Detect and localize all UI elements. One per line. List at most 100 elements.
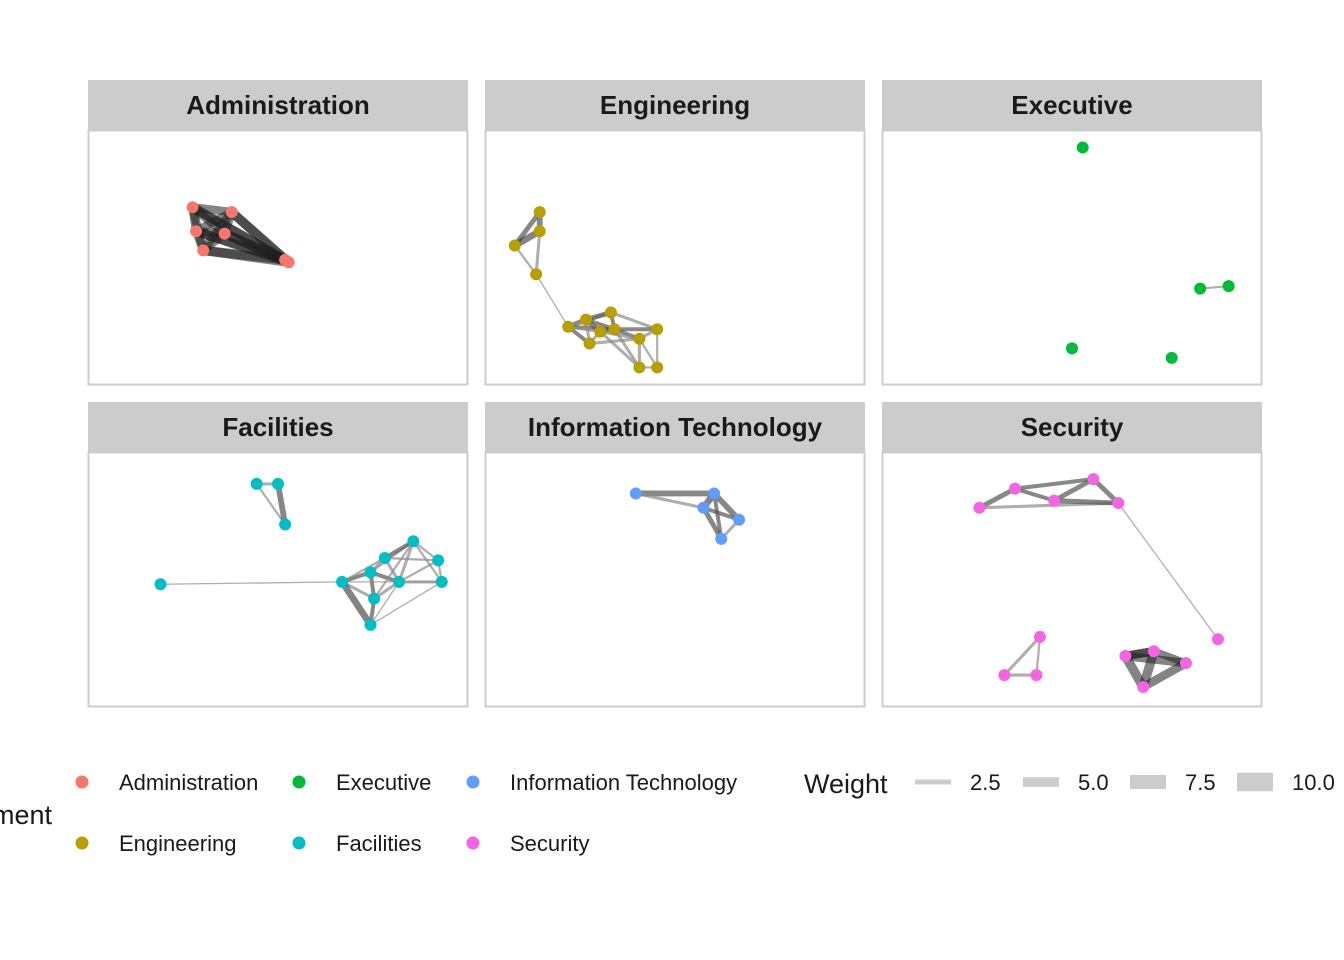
legend-item-executive: Executive [292,770,431,795]
network-node [393,575,406,588]
network-edge [598,330,641,341]
network-edge [369,581,443,626]
network-node [633,332,646,345]
network-node [154,578,167,591]
nodes-information-technology [629,487,746,545]
network-node [1211,633,1224,646]
network-edge [198,245,294,267]
network-node [533,225,546,238]
weight-legend-title: Weight [804,769,888,799]
network-edge [1002,635,1042,677]
network-edge [1035,635,1042,677]
legend-label: Information Technology [510,770,737,795]
network-edge [535,273,569,328]
network-node [697,501,710,514]
panel-border [881,129,1263,386]
network-edge [397,559,440,583]
network-node [1165,351,1178,364]
network-edge [340,556,386,583]
network-node [190,225,203,238]
network-node [1087,473,1100,486]
network-node [580,313,592,326]
network-node [368,592,381,605]
panel-title: Information Technology [528,412,823,442]
legend-key-dot [466,775,480,789]
network-edge [397,539,415,584]
strip-background [485,402,865,452]
network-edge [534,229,542,276]
weight-label: 2.5 [970,770,1001,795]
legend-key-dot [75,775,89,789]
panel-title: Engineering [600,90,750,120]
network-node [608,323,621,336]
network-node [1030,669,1043,682]
strip-background [882,80,1262,130]
network-node [1033,630,1046,643]
panel-title: Facilities [222,412,333,442]
legend-label: Executive [336,770,431,795]
network-node [533,206,546,219]
network-node [508,239,521,252]
network-node [562,320,575,333]
network-edge [383,556,440,562]
legend-label: Administration [119,770,258,795]
strip-background [88,402,468,452]
legend-key-dot [292,836,306,850]
network-node [435,575,448,588]
network-node [1009,482,1022,495]
legend-item-administration: Administration [75,770,258,795]
legend-item-facilities: Facilities [292,831,422,856]
network-node [336,575,349,588]
network-edge [598,330,641,369]
legend-item-information-technology: Information Technology [466,770,737,795]
network-edge [701,505,742,522]
network-node [364,618,377,631]
network-node [279,518,292,531]
nodes-facilities [154,477,448,631]
legend-item-security: Security [466,831,589,856]
network-node [1147,645,1160,658]
weight-legend-item: 10.0 [1237,770,1335,795]
color-legend-items: Administration Engineering Executive Facili… [75,770,737,856]
network-node [651,361,664,374]
network-edge [159,581,343,585]
network-edge [712,491,724,541]
network-edge [711,490,742,523]
network-node [250,477,263,490]
network-edge [412,540,443,583]
legend-item-engineering: Engineering [75,831,236,856]
legend-key-dot [292,775,306,789]
network-node [1112,497,1125,510]
network-node [218,227,231,240]
network-node [197,244,210,257]
network-node [530,268,543,281]
network-edge [1138,658,1191,692]
network-edge [609,310,659,331]
legend-key-dot [75,836,89,850]
panel-facilities: Facilities [87,402,469,708]
network-node [225,206,238,219]
network-node [583,337,596,350]
network-node [604,306,617,319]
network-node [272,477,284,490]
weight-legend-items: 2.5 5.0 7.5 10.0 [915,770,1335,795]
network-node [651,323,664,336]
panel-title: Executive [1011,90,1132,120]
nodes-engineering [508,206,664,374]
panel-engineering: Engineering [484,80,866,386]
edges-administration [187,202,294,267]
network-node [629,487,642,500]
network-node [1222,280,1235,293]
panels-layer: Administration Engineering Executive Facili… [87,80,1263,708]
network-node [733,513,746,526]
network-edge [1051,498,1121,506]
network-node [973,501,986,514]
network-node [1137,681,1150,694]
legend: ment Administration Engineering Executive F… [0,769,1335,856]
network-node [998,669,1011,682]
network-edge [275,480,289,528]
panel-title: Security [1021,412,1124,442]
network-node [364,566,377,579]
legend-key-dot [466,836,480,850]
network-node [1119,649,1132,662]
